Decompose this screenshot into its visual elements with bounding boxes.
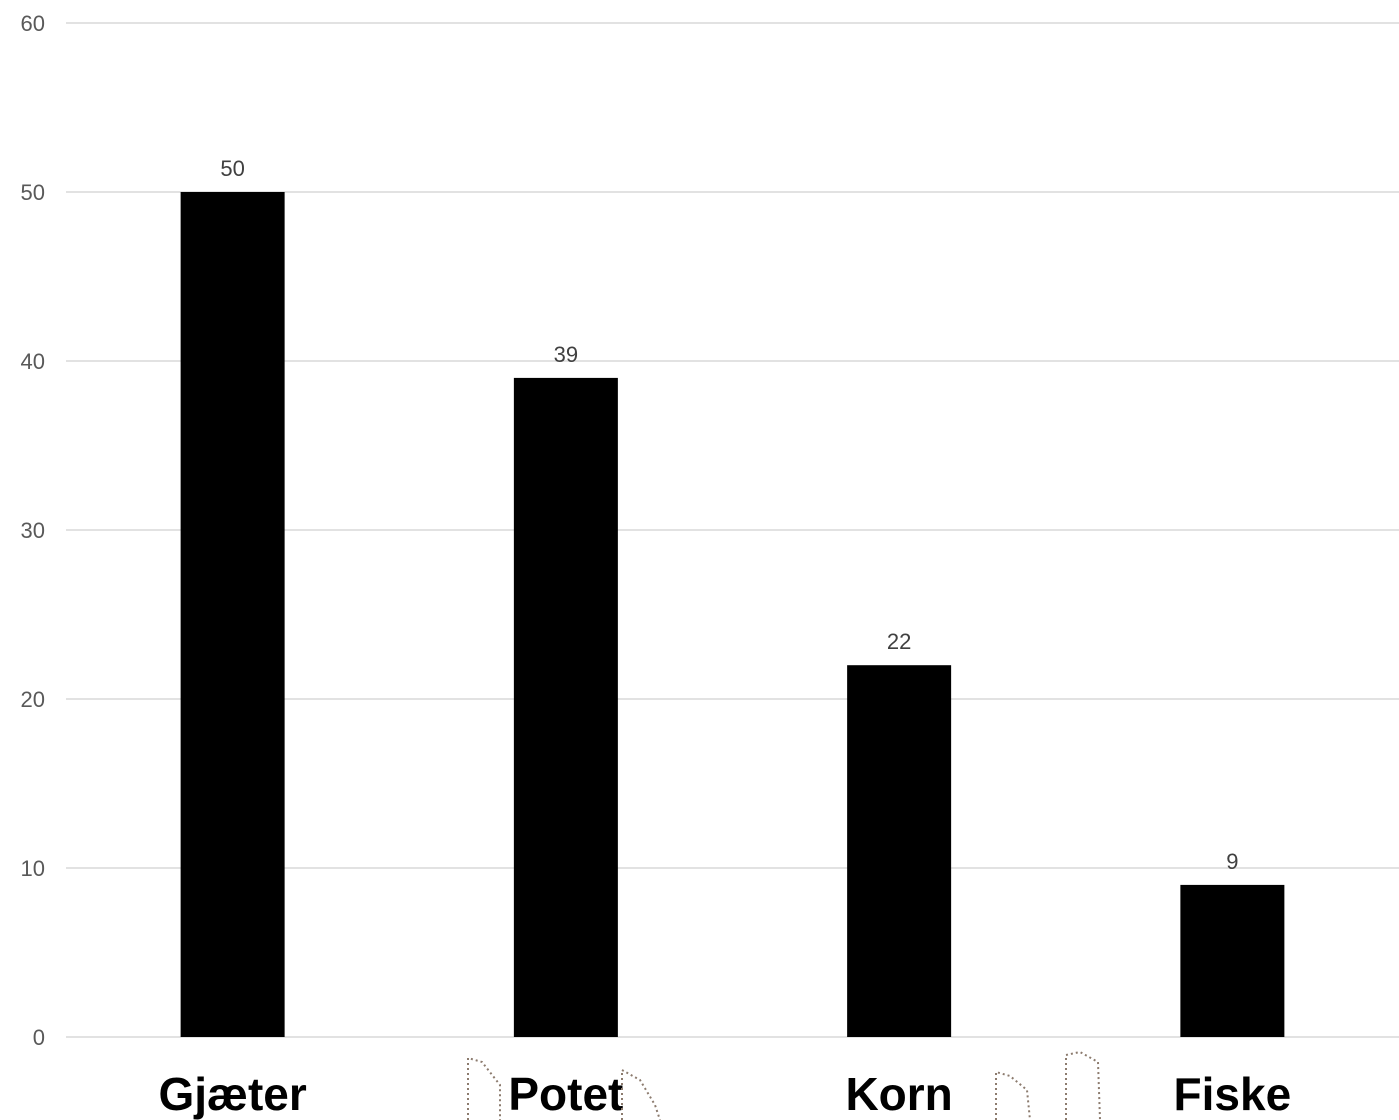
bar — [180, 192, 285, 1037]
outline-shape-mid — [621, 1068, 661, 1120]
data-label: 22 — [887, 629, 911, 654]
y-axis-ticks: 0 10 20 30 40 50 60 — [21, 11, 45, 1050]
y-tick-label: 50 — [21, 180, 45, 205]
category-label: Korn — [845, 1068, 952, 1120]
data-label: 50 — [220, 156, 244, 181]
gridlines — [66, 22, 1399, 1038]
bars — [180, 192, 1285, 1037]
y-tick-label: 30 — [21, 518, 45, 543]
bar — [513, 377, 618, 1037]
y-tick-label: 0 — [33, 1025, 45, 1050]
category-label: Potet — [508, 1068, 623, 1120]
data-label: 9 — [1226, 849, 1238, 874]
dotted-outline-decoration — [467, 1050, 1101, 1120]
category-label: Fiske — [1174, 1068, 1292, 1120]
y-tick-label: 20 — [21, 687, 45, 712]
outline-shape-left — [467, 1056, 501, 1120]
data-labels: 50 39 22 9 — [220, 156, 1238, 874]
y-tick-label: 60 — [21, 11, 45, 36]
outline-shape-right-a — [995, 1070, 1031, 1120]
bar — [1180, 884, 1285, 1037]
category-labels: Gjæter Potet Korn Fiske — [158, 1068, 1291, 1120]
category-label: Gjæter — [158, 1068, 306, 1120]
data-label: 39 — [554, 342, 578, 367]
bar — [847, 665, 952, 1037]
y-tick-label: 10 — [21, 856, 45, 881]
outline-shape-right-b — [1065, 1050, 1101, 1120]
y-tick-label: 40 — [21, 349, 45, 374]
